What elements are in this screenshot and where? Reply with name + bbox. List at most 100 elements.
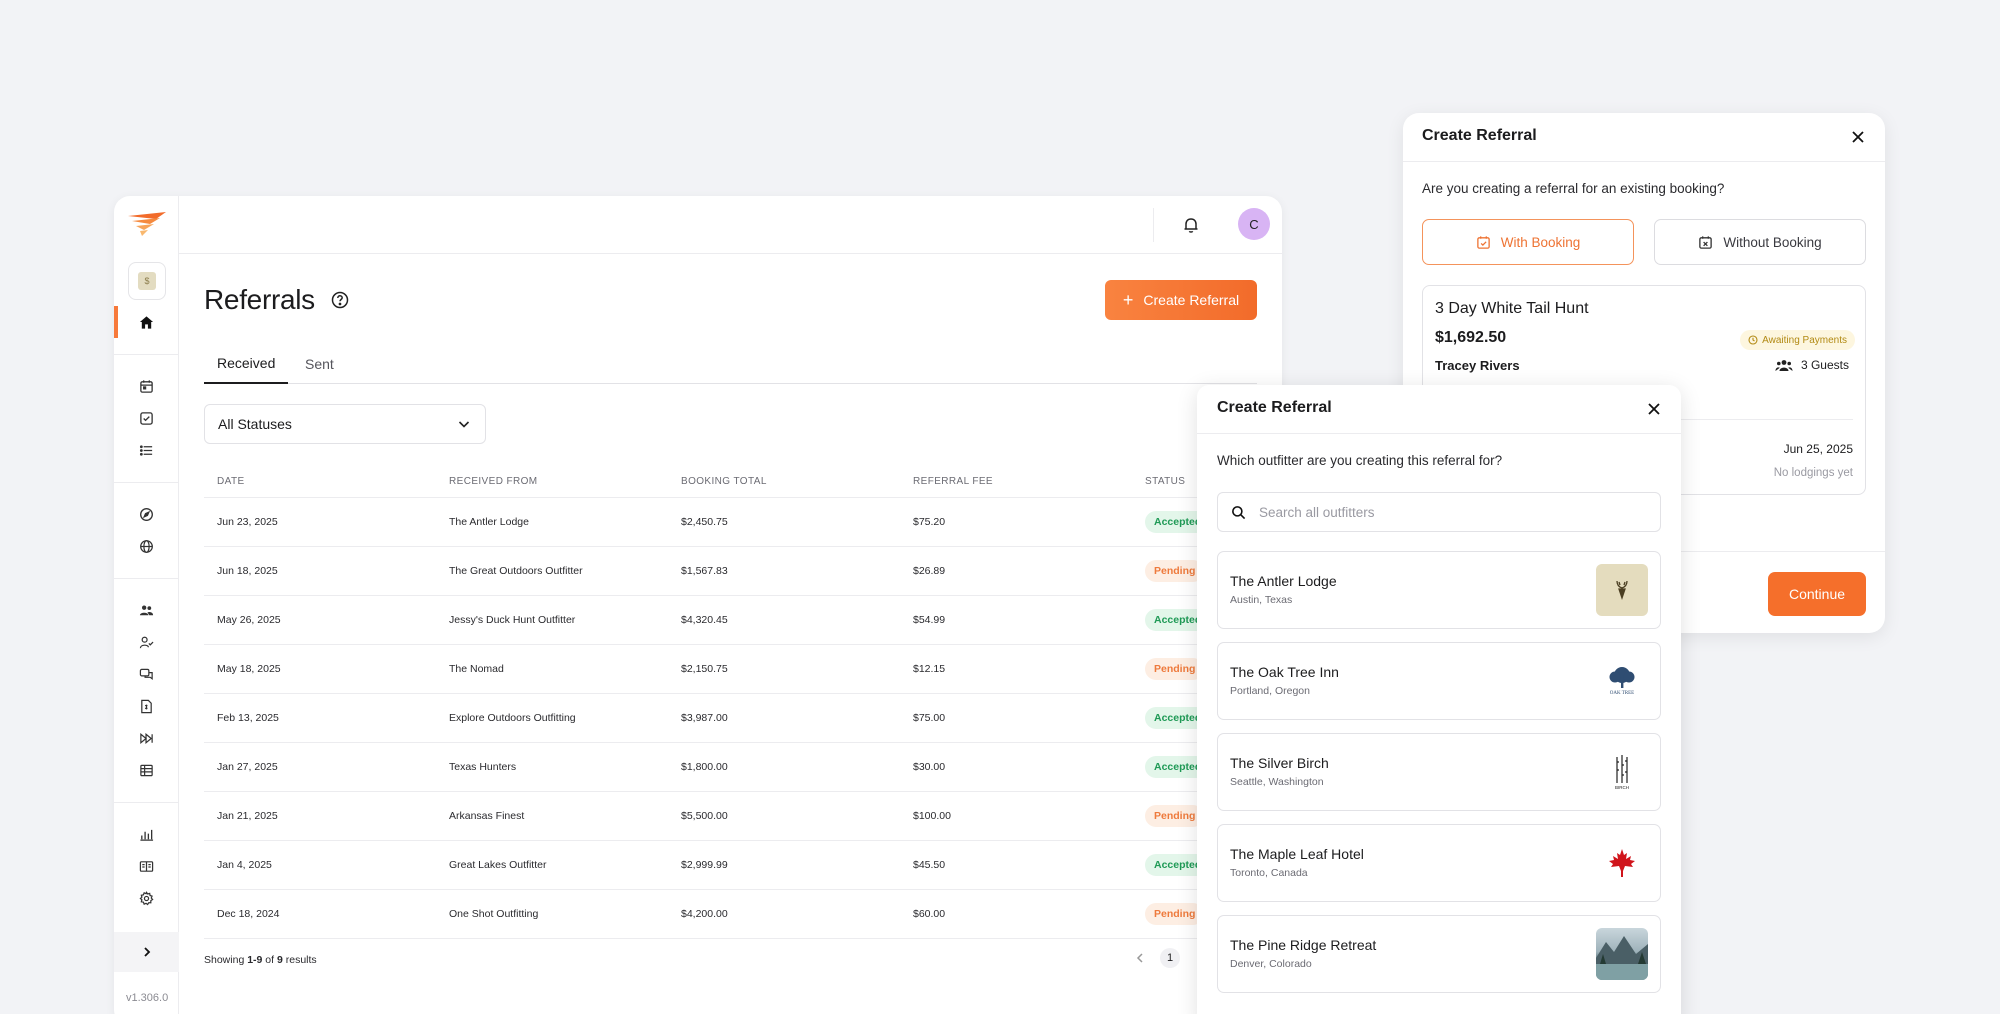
cell-received-from: Jessy's Duck Hunt Outfitter bbox=[449, 614, 576, 626]
outfitter-location: Toronto, Canada bbox=[1230, 867, 1308, 879]
cell-date: Dec 18, 2024 bbox=[217, 908, 280, 920]
search-placeholder: Search all outfitters bbox=[1259, 504, 1375, 520]
without-booking-label: Without Booking bbox=[1723, 234, 1822, 250]
cell-date: May 18, 2025 bbox=[217, 663, 281, 675]
table-row[interactable]: May 18, 2025 The Nomad $2,150.75 $12.15 Pend… bbox=[204, 645, 1264, 694]
calendar-icon[interactable] bbox=[114, 370, 179, 402]
cell-booking-total: $4,200.00 bbox=[681, 908, 728, 920]
brand-logo[interactable] bbox=[126, 210, 168, 238]
table-row[interactable]: Jan 27, 2025 Texas Hunters $1,800.00 $30.00… bbox=[204, 743, 1264, 792]
globe-icon[interactable] bbox=[114, 530, 179, 562]
chevron-down-icon bbox=[458, 421, 470, 428]
booking-price: $1,692.50 bbox=[1435, 329, 1507, 346]
sidebar: $ bbox=[114, 196, 179, 1014]
workspace-badge: $ bbox=[138, 272, 156, 290]
results-of: of bbox=[262, 954, 277, 966]
outfitter-card[interactable]: The Maple Leaf Hotel Toronto, Canada bbox=[1217, 824, 1661, 902]
booking-status-label: Awaiting Payments bbox=[1762, 334, 1847, 346]
status-badge: Accepted bbox=[1145, 609, 1211, 631]
column-header-received-from[interactable]: RECEIVED FROM bbox=[449, 476, 538, 487]
modal-question: Which outfitter are you creating this re… bbox=[1217, 453, 1503, 468]
table-icon[interactable] bbox=[114, 754, 179, 786]
table-row[interactable]: Jun 23, 2025 The Antler Lodge $2,450.75 $75… bbox=[204, 498, 1264, 547]
cell-date: Jun 23, 2025 bbox=[217, 516, 278, 528]
cell-received-from: The Nomad bbox=[449, 663, 504, 675]
status-badge: Awaiting Payments bbox=[1740, 330, 1855, 350]
outfitter-card[interactable]: The Antler Lodge Austin, Texas bbox=[1217, 551, 1661, 629]
chevron-left-icon[interactable] bbox=[1134, 952, 1146, 964]
table-row[interactable]: Jun 18, 2025 The Great Outdoors Outfitter… bbox=[204, 547, 1264, 596]
calendar-check-icon bbox=[1476, 235, 1490, 249]
referrals-table: DATE RECEIVED FROM BOOKING TOTAL REFERRA… bbox=[204, 464, 1264, 939]
close-icon[interactable] bbox=[1644, 399, 1664, 419]
cell-received-from: Explore Outdoors Outfitting bbox=[449, 712, 576, 724]
column-header-referral-fee[interactable]: REFERRAL FEE bbox=[913, 476, 994, 487]
checklist-icon[interactable] bbox=[114, 402, 179, 434]
bar-chart-icon[interactable] bbox=[114, 818, 179, 850]
cell-booking-total: $3,987.00 bbox=[681, 712, 728, 724]
without-booking-option[interactable]: Without Booking bbox=[1654, 219, 1866, 265]
cell-received-from: The Antler Lodge bbox=[449, 516, 529, 528]
home-icon[interactable] bbox=[114, 306, 179, 338]
plus-icon: + bbox=[1122, 289, 1134, 310]
column-header-status[interactable]: STATUS bbox=[1145, 476, 1186, 487]
chat-icon[interactable] bbox=[114, 658, 179, 690]
table-row[interactable]: Dec 18, 2024 One Shot Outfitting $4,200.00… bbox=[204, 890, 1264, 939]
app-window: $ bbox=[114, 196, 1282, 1014]
cell-referral-fee: $75.00 bbox=[913, 712, 946, 724]
create-referral-button[interactable]: + Create Referral bbox=[1105, 280, 1257, 320]
chevron-right-icon bbox=[143, 947, 150, 957]
tab-received[interactable]: Received bbox=[204, 344, 289, 384]
outfitter-card[interactable]: The Oak Tree Inn Portland, Oregon OAK TR… bbox=[1217, 642, 1661, 720]
outfitter-search-input[interactable]: Search all outfitters bbox=[1217, 492, 1661, 532]
invoice-icon[interactable] bbox=[114, 690, 179, 722]
outfitter-location: Austin, Texas bbox=[1230, 594, 1293, 606]
close-icon[interactable] bbox=[1848, 127, 1868, 147]
svg-text:BIRCH: BIRCH bbox=[1615, 785, 1629, 790]
compass-icon[interactable] bbox=[114, 498, 179, 530]
settings-icon[interactable] bbox=[114, 882, 179, 914]
status-badge: Pending bbox=[1145, 805, 1205, 827]
column-header-booking-total[interactable]: BOOKING TOTAL bbox=[681, 476, 767, 487]
notification-bell-icon[interactable] bbox=[1178, 212, 1204, 238]
sidebar-expand-button[interactable] bbox=[114, 932, 179, 972]
cell-date: Jan 21, 2025 bbox=[217, 810, 278, 822]
outfitter-name: The Oak Tree Inn bbox=[1230, 664, 1339, 680]
results-count: Showing 1-9 of 9 results bbox=[204, 954, 317, 966]
calendar-x-icon bbox=[1699, 235, 1713, 249]
status-badge: Pending bbox=[1145, 658, 1205, 680]
outfitter-card[interactable]: The Pine Ridge Retreat Denver, Colorado bbox=[1217, 915, 1661, 993]
users-icon[interactable] bbox=[114, 594, 179, 626]
fast-forward-icon[interactable] bbox=[114, 722, 179, 754]
book-icon[interactable] bbox=[114, 850, 179, 882]
search-icon bbox=[1232, 505, 1246, 519]
table-body: Jun 23, 2025 The Antler Lodge $2,450.75 $75… bbox=[204, 498, 1264, 939]
table-row[interactable]: Feb 13, 2025 Explore Outdoors Outfitting $… bbox=[204, 694, 1264, 743]
workspace-switcher[interactable]: $ bbox=[128, 262, 166, 300]
table-row[interactable]: Jan 21, 2025 Arkansas Finest $5,500.00 $100… bbox=[204, 792, 1264, 841]
user-check-icon[interactable] bbox=[114, 626, 179, 658]
outfitter-card[interactable]: The Silver Birch Seattle, Washington BIR… bbox=[1217, 733, 1661, 811]
list-icon[interactable] bbox=[114, 434, 179, 466]
topbar-divider bbox=[1153, 208, 1154, 242]
cell-booking-total: $1,567.83 bbox=[681, 565, 728, 577]
cell-date: Feb 13, 2025 bbox=[217, 712, 279, 724]
continue-button[interactable]: Continue bbox=[1768, 572, 1866, 616]
table-row[interactable]: Jan 4, 2025 Great Lakes Outfitter $2,999.9… bbox=[204, 841, 1264, 890]
column-header-date[interactable]: DATE bbox=[217, 476, 245, 487]
page-button[interactable]: 1 bbox=[1160, 948, 1180, 968]
sidebar-divider bbox=[114, 354, 179, 355]
tab-sent[interactable]: Sent bbox=[305, 356, 334, 372]
help-icon[interactable] bbox=[330, 290, 350, 310]
booking-title: 3 Day White Tail Hunt bbox=[1435, 300, 1589, 317]
outfitter-location: Portland, Oregon bbox=[1230, 685, 1310, 697]
status-badge: Accepted bbox=[1145, 854, 1211, 876]
user-avatar[interactable]: C bbox=[1238, 208, 1270, 240]
with-booking-option[interactable]: With Booking bbox=[1422, 219, 1634, 265]
status-filter-select[interactable]: All Statuses bbox=[204, 404, 486, 444]
booking-card[interactable]: 3 Day White Tail Hunt $1,692.50 Awaiting… bbox=[1422, 285, 1866, 495]
outfitter-name: The Pine Ridge Retreat bbox=[1230, 937, 1377, 953]
outfitter-location: Seattle, Washington bbox=[1230, 776, 1324, 788]
table-row[interactable]: May 26, 2025 Jessy's Duck Hunt Outfitter $… bbox=[204, 596, 1264, 645]
results-total: 9 bbox=[276, 954, 283, 966]
